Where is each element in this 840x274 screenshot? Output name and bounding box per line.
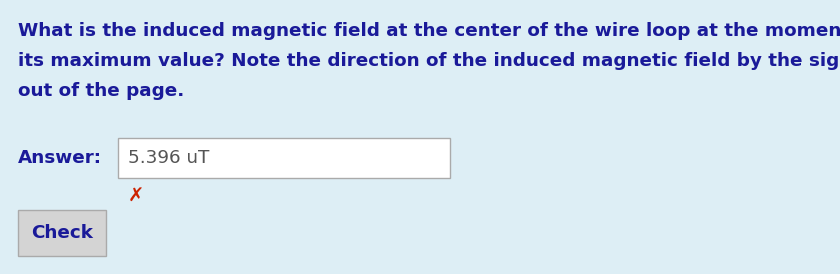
Text: out of the page.: out of the page.	[18, 82, 184, 100]
Text: its maximum value? Note the direction of the induced magnetic field by the sign.: its maximum value? Note the direction of…	[18, 52, 840, 70]
Text: 5.396 uT: 5.396 uT	[128, 149, 209, 167]
Text: Check: Check	[31, 224, 93, 242]
Bar	[118, 138, 450, 178]
Bar	[18, 210, 106, 256]
Text: What is the induced magnetic field at the center of the wire loop at the moment : What is the induced magnetic field at th…	[18, 22, 840, 40]
Text: ✗: ✗	[128, 187, 144, 206]
Text: Answer:: Answer:	[18, 149, 102, 167]
